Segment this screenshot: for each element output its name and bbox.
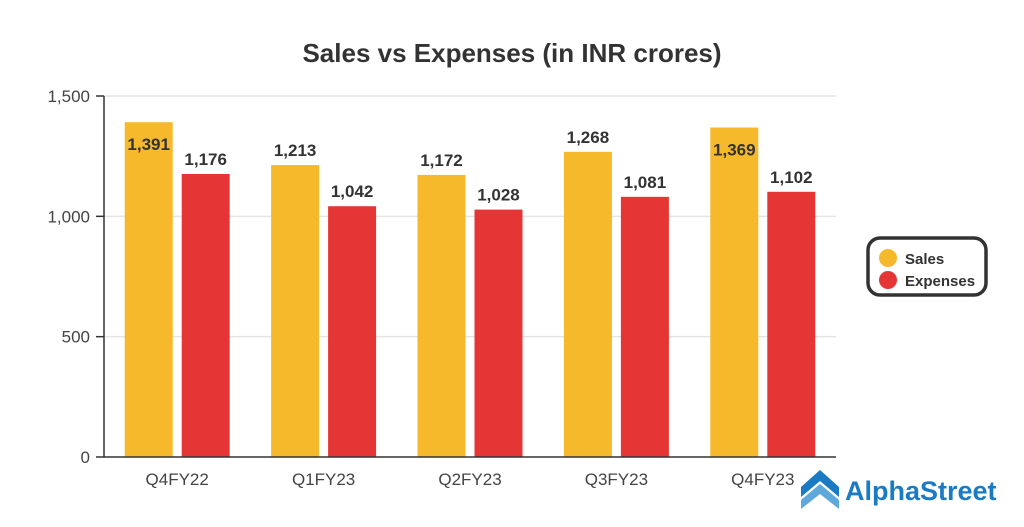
legend: Sales Expenses	[866, 236, 988, 297]
data-label: 1,213	[274, 141, 317, 160]
bar-expenses	[328, 206, 377, 457]
data-label: 1,081	[624, 173, 667, 192]
x-tick-label: Q3FY23	[585, 470, 648, 489]
y-tick-label: 1,000	[47, 207, 90, 226]
bar-expenses	[181, 173, 230, 457]
legend-label-expenses: Expenses	[905, 273, 975, 290]
data-label: 1,102	[770, 168, 813, 187]
bar-expenses	[474, 209, 523, 457]
y-tick-label: 500	[62, 328, 90, 347]
alphastreet-logo: AlphaStreet	[801, 470, 997, 509]
data-label: 1,176	[184, 150, 227, 169]
logo-chevron-icon	[801, 470, 839, 509]
legend-swatch-expenses	[879, 271, 897, 289]
x-tick-label: Q4FY23	[731, 470, 794, 489]
data-label: 1,028	[477, 186, 520, 205]
bar-sales	[124, 122, 173, 457]
legend-swatch-sales	[879, 249, 897, 267]
x-tick-label: Q2FY23	[438, 470, 501, 489]
x-tick-label: Q4FY22	[146, 470, 209, 489]
y-tick-label: 0	[81, 448, 90, 467]
chart-title: Sales vs Expenses (in INR crores)	[302, 38, 721, 68]
data-label: 1,042	[331, 182, 374, 201]
data-label: 1,369	[713, 141, 756, 160]
data-label: 1,391	[127, 135, 170, 154]
y-tick-label: 1,500	[47, 87, 90, 106]
x-tick-label: Q1FY23	[292, 470, 355, 489]
logo-text: AlphaStreet	[845, 476, 997, 506]
bar-sales	[563, 151, 612, 458]
bar-sales	[271, 165, 320, 457]
bar-expenses	[620, 196, 669, 457]
legend-label-sales: Sales	[905, 251, 944, 268]
data-label: 1,172	[420, 151, 463, 170]
data-label: 1,268	[567, 128, 610, 147]
legend-box	[866, 236, 988, 297]
bar-sales	[710, 127, 759, 457]
bar-expenses	[767, 191, 816, 457]
bar-sales	[417, 174, 466, 457]
